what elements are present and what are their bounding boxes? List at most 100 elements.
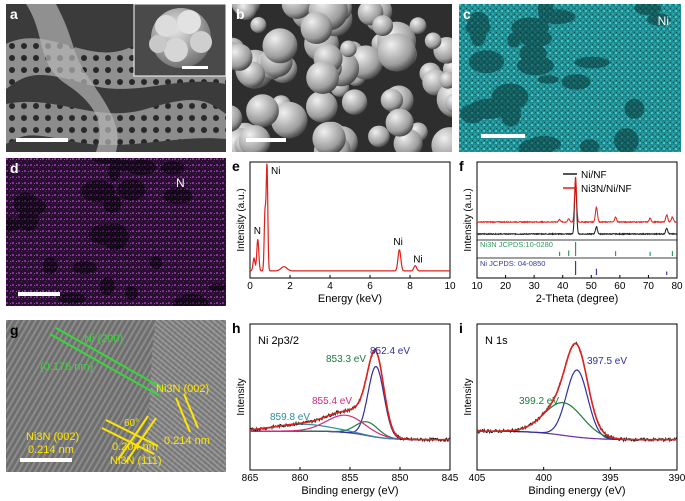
- scale-bar-g: [20, 458, 72, 462]
- panel-label-g: g: [10, 322, 19, 338]
- eds-x-tick-label: 0: [247, 281, 253, 292]
- hrtem-panel: Ni (200) (0.176 nm) Ni3N (002) 0.214 nm …: [6, 320, 226, 472]
- xrd-chart: 10 20 30 40 50 60 70 80 2-Theta (degree) Intensit…: [463, 161, 683, 305]
- sem-panel-a: a: [6, 4, 226, 152]
- panel-label-h: h: [232, 320, 241, 336]
- hrtem-annotation-ni3n-111: Ni3N (111): [110, 455, 162, 467]
- xps-ni-peak-label: 859.8 eV: [270, 412, 310, 423]
- xrd-x-tick-label: 80: [671, 281, 683, 292]
- xps-ni-envelope-line: [249, 349, 450, 441]
- eds-plot-frame: [249, 161, 451, 279]
- scale-bar-b: [246, 138, 286, 142]
- xps-n-peak-label: 399.2 eV: [519, 396, 559, 407]
- eds-peak-label: Ni: [393, 237, 402, 248]
- xrd-x-tick-label: 50: [586, 281, 598, 292]
- xps-n-plot-frame: [476, 323, 678, 471]
- element-label-ni: Ni: [657, 14, 669, 28]
- xrd-x-tick-label: 70: [643, 281, 655, 292]
- xps-ni-x-axis-label: Binding energy (eV): [301, 485, 398, 497]
- xrd-panel: f 10 20 30 40 50 60 70 80 2-Theta (degree) Intens…: [459, 158, 685, 308]
- xrd-plot-frame: [476, 161, 678, 279]
- eds-peak-label: Ni: [413, 255, 422, 266]
- sem-panel-b: b: [232, 4, 452, 152]
- xrd-reference-label: Ni JCPDS: 04-0850: [480, 259, 545, 268]
- hrtem-annotation-ni3n-002-right: Ni3N (002): [156, 383, 209, 395]
- eds-x-tick-label: 8: [407, 281, 413, 292]
- eds-x-tick-label: 4: [327, 281, 333, 292]
- xps-ni-peak-label: 855.4 eV: [312, 396, 352, 407]
- xps-ni-peak-label: 852.4 eV: [370, 346, 410, 357]
- eds-x-tick-label: 2: [287, 281, 293, 292]
- hrtem-image: Ni (200) (0.176 nm) Ni3N (002) 0.214 nm …: [6, 320, 226, 472]
- eds-map-ni-image: [459, 4, 681, 152]
- element-label-n: N: [176, 176, 185, 190]
- eds-y-axis-label: Intensity (a.u.): [236, 188, 247, 251]
- xps-ni-y-axis-label: Intensity: [236, 378, 247, 415]
- eds-peak-label: Ni: [271, 166, 280, 177]
- hrtem-annotation-spacing-right: 0.214 nm: [164, 435, 210, 447]
- xrd-x-tick-label: 60: [614, 281, 626, 292]
- panel-label-b: b: [236, 6, 245, 22]
- xps-n-panel: i 405 400 395 390 Binding energy (eV) Intensi…: [459, 320, 685, 501]
- xps-n-data-line: [476, 341, 678, 443]
- xps-n-y-axis-label: Intensity: [463, 378, 474, 415]
- xps-ni-x-tick-label: 865: [242, 473, 259, 484]
- panel-label-c: c: [463, 6, 471, 22]
- xps-n-x-axis-label: Binding energy (eV): [528, 485, 625, 497]
- xps-ni-x-tick-label: 845: [442, 473, 458, 484]
- eds-map-n: d N: [6, 158, 226, 306]
- xrd-x-tick-label: 20: [500, 281, 512, 292]
- eds-x-tick-label: 6: [367, 281, 373, 292]
- sem-image-a: [6, 4, 226, 152]
- eds-x-tick-label: 10: [444, 281, 456, 292]
- xps-n-x-tick-label: 405: [469, 473, 486, 484]
- xps-n-chart: 405 400 395 390 Binding energy (eV) Intensity…: [463, 323, 685, 497]
- xps-n-x-tick-label: 400: [535, 473, 552, 484]
- xrd-reference-label: Ni3N JCPDS:10-0280: [480, 240, 553, 249]
- eds-x-axis-label: Energy (keV): [318, 293, 382, 305]
- panel-label-f: f: [459, 158, 464, 174]
- scale-bar-c: [481, 134, 525, 138]
- xrd-x-tick-label: 40: [557, 281, 569, 292]
- sem-image-b: [232, 4, 452, 152]
- hrtem-annotation-angle: 60°: [124, 418, 139, 429]
- xps-ni-chart-title: Ni 2p3/2: [258, 335, 299, 347]
- xps-n-chart-title: N 1s: [485, 335, 508, 347]
- xps-ni-x-tick-label: 860: [292, 473, 309, 484]
- eds-spectrum-chart: 0 2 4 6 8 10 Energy (keV) Intensity (a.u.) N Ni Ni…: [236, 161, 456, 305]
- eds-spectrum-panel: e 0 2 4 6 8 10 Energy (keV) Intensity (a.u.) N Ni…: [232, 158, 456, 308]
- hrtem-annotation-spacing-left: 0.214 nm: [28, 444, 74, 456]
- xps-n-x-tick-label: 390: [669, 473, 685, 484]
- hrtem-annotation-ni3n-002-left: Ni3N (002): [26, 431, 79, 443]
- xps-n-background-line: [477, 430, 677, 441]
- scale-bar-a-inset: [182, 66, 208, 69]
- eds-peak-label: N: [254, 226, 261, 237]
- hrtem-annotation-spacing-111: 0.204 nm: [112, 441, 158, 453]
- xps-n-component-line: [477, 369, 677, 441]
- xps-ni-peak-label: 853.3 eV: [326, 354, 366, 365]
- panel-label-a: a: [10, 6, 18, 22]
- hrtem-annotation-ni-spacing: (0.176 nm): [40, 361, 93, 373]
- hrtem-annotation-ni200: Ni (200): [84, 333, 123, 345]
- xps-n-envelope-line: [477, 342, 677, 441]
- xps-ni-x-tick-label: 855: [342, 473, 359, 484]
- panel-label-d: d: [10, 160, 19, 176]
- eds-map-n-image: [6, 158, 226, 306]
- xrd-x-axis-label: 2-Theta (degree): [536, 293, 619, 305]
- xrd-x-tick-label: 10: [471, 281, 483, 292]
- xrd-series-line: [476, 182, 678, 236]
- xps-n-peak-label: 397.5 eV: [587, 356, 627, 367]
- xrd-series-line: [476, 176, 678, 224]
- xps-ni-panel: h 865 860 855 850 845 Binding energy (eV) Inte…: [232, 320, 458, 501]
- xrd-legend-label: Ni3N/Ni/NF: [581, 184, 632, 195]
- scale-bar-a: [16, 138, 68, 142]
- xps-n-component-line: [477, 402, 677, 441]
- scale-bar-d: [18, 292, 60, 296]
- panel-label-e: e: [232, 158, 240, 174]
- xps-ni-x-tick-label: 850: [392, 473, 409, 484]
- xps-ni-chart: 865 860 855 850 845 Binding energy (eV) Intens…: [236, 323, 458, 497]
- xrd-x-tick-label: 30: [529, 281, 541, 292]
- eds-map-ni: c Ni: [459, 4, 681, 152]
- xrd-legend-label: Ni/NF: [581, 170, 607, 181]
- xps-n-x-tick-label: 395: [602, 473, 619, 484]
